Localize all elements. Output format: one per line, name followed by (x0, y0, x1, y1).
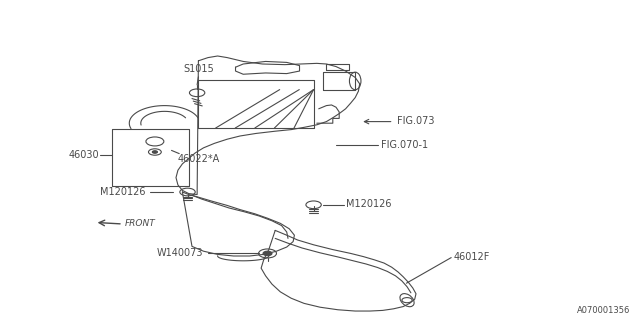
Text: A070001356: A070001356 (577, 306, 630, 315)
Text: FIG.073: FIG.073 (397, 116, 435, 126)
Text: 46030: 46030 (68, 150, 99, 160)
Circle shape (263, 251, 272, 256)
Text: 46012F: 46012F (453, 252, 490, 262)
Text: S1015: S1015 (183, 64, 214, 74)
Text: W140073: W140073 (157, 248, 204, 259)
Text: M120126: M120126 (346, 199, 391, 209)
Text: FRONT: FRONT (125, 220, 156, 228)
Text: FIG.070-1: FIG.070-1 (381, 140, 428, 150)
Text: M120126: M120126 (100, 187, 146, 197)
Circle shape (152, 151, 157, 153)
Text: 46022*A: 46022*A (178, 154, 220, 164)
